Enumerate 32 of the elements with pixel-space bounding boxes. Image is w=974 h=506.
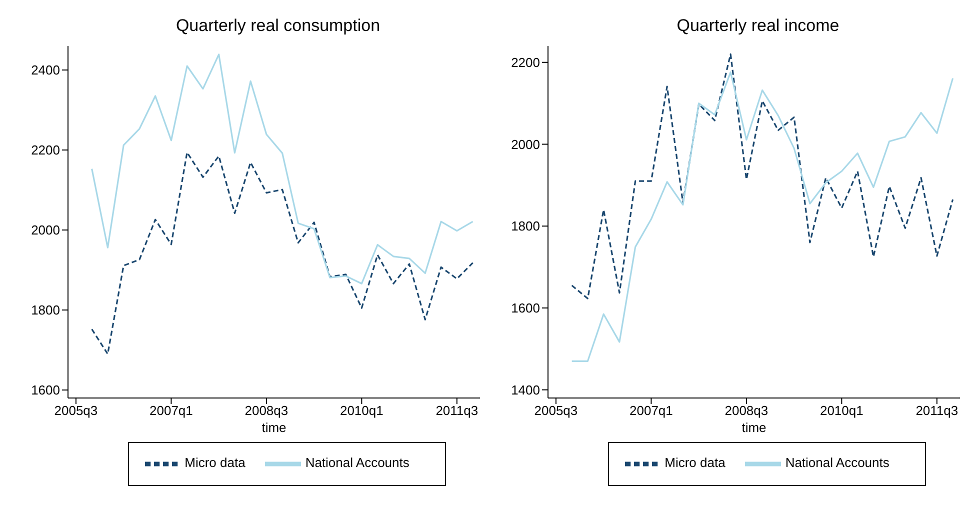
x-tick-label: 2008q3 (244, 403, 288, 418)
x-tick-label: 2010q1 (820, 403, 864, 418)
y-tick-label: 1600 (511, 300, 540, 316)
y-tick-label: 1800 (31, 302, 60, 318)
line-series (91, 152, 474, 355)
y-tick-label: 1400 (511, 382, 540, 398)
y-tick-label: 1800 (511, 218, 540, 234)
x-axis-title: time (262, 420, 286, 435)
x-tick-label: 2008q3 (724, 403, 768, 418)
line-series (91, 54, 474, 284)
legend-label: National Accounts (785, 455, 890, 470)
y-tick-label: 2200 (511, 54, 540, 70)
x-tick-label: 2011q3 (436, 403, 478, 418)
y-tick-label: 2200 (31, 142, 60, 158)
chart-title: Quarterly real consumption (174, 15, 382, 37)
y-tick-label: 2000 (31, 222, 60, 238)
x-tick-label: 2007q1 (630, 403, 673, 418)
x-tick-label: 2005q3 (534, 403, 578, 418)
y-tick-label: 2000 (511, 136, 540, 152)
legend-label: Micro data (184, 455, 246, 470)
x-tick-label: 2011q3 (916, 403, 958, 418)
y-tick-label: 1600 (31, 382, 60, 398)
x-axis-title: time (742, 420, 766, 435)
line-series (571, 71, 954, 362)
chart-title: Quarterly real income (676, 15, 840, 37)
y-tick-label: 2400 (31, 62, 60, 78)
x-tick-label: 2005q3 (54, 403, 98, 418)
legend-label: National Accounts (305, 455, 410, 470)
line-series (571, 53, 954, 300)
x-tick-label: 2007q1 (150, 403, 193, 418)
legend-label: Micro data (664, 455, 726, 470)
x-tick-label: 2010q1 (340, 403, 384, 418)
